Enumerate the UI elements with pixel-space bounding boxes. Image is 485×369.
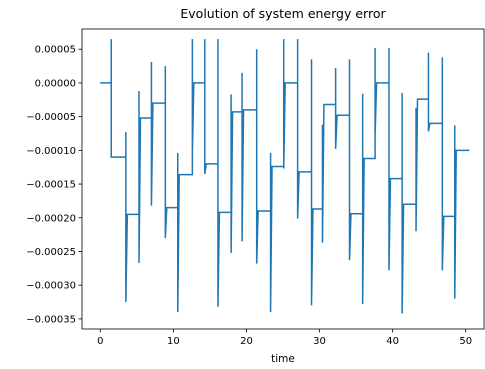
y-tick-label: −0.00020 xyxy=(26,213,76,224)
x-tick-label: 20 xyxy=(240,336,253,347)
series-layer xyxy=(100,39,470,314)
y-axis: 0.00005 0.00000 −0.00005 −0.00010 −0.00015 −0… xyxy=(26,45,82,325)
x-tick-label: 0 xyxy=(97,336,103,347)
y-tick-label: −0.00015 xyxy=(26,180,76,191)
x-axis: 0 10 20 30 40 50 xyxy=(97,329,472,347)
y-tick-label: −0.00030 xyxy=(26,281,76,292)
x-tick-label: 10 xyxy=(167,336,180,347)
y-tick-label: 0.00000 xyxy=(35,78,76,89)
y-tick-label: −0.00035 xyxy=(26,314,76,325)
x-tick-label: 50 xyxy=(459,336,472,347)
axes-frame xyxy=(81,28,485,330)
energy-error-line xyxy=(100,39,470,314)
x-tick-label: 30 xyxy=(313,336,326,347)
y-tick-label: −0.00010 xyxy=(26,146,76,157)
x-axis-label: time xyxy=(271,353,295,365)
y-tick-label: −0.00005 xyxy=(26,112,76,123)
y-tick-label: −0.00025 xyxy=(26,247,76,258)
x-tick-label: 40 xyxy=(386,336,399,347)
chart-title: Evolution of system energy error xyxy=(180,6,386,21)
y-tick-label: 0.00005 xyxy=(35,45,76,56)
